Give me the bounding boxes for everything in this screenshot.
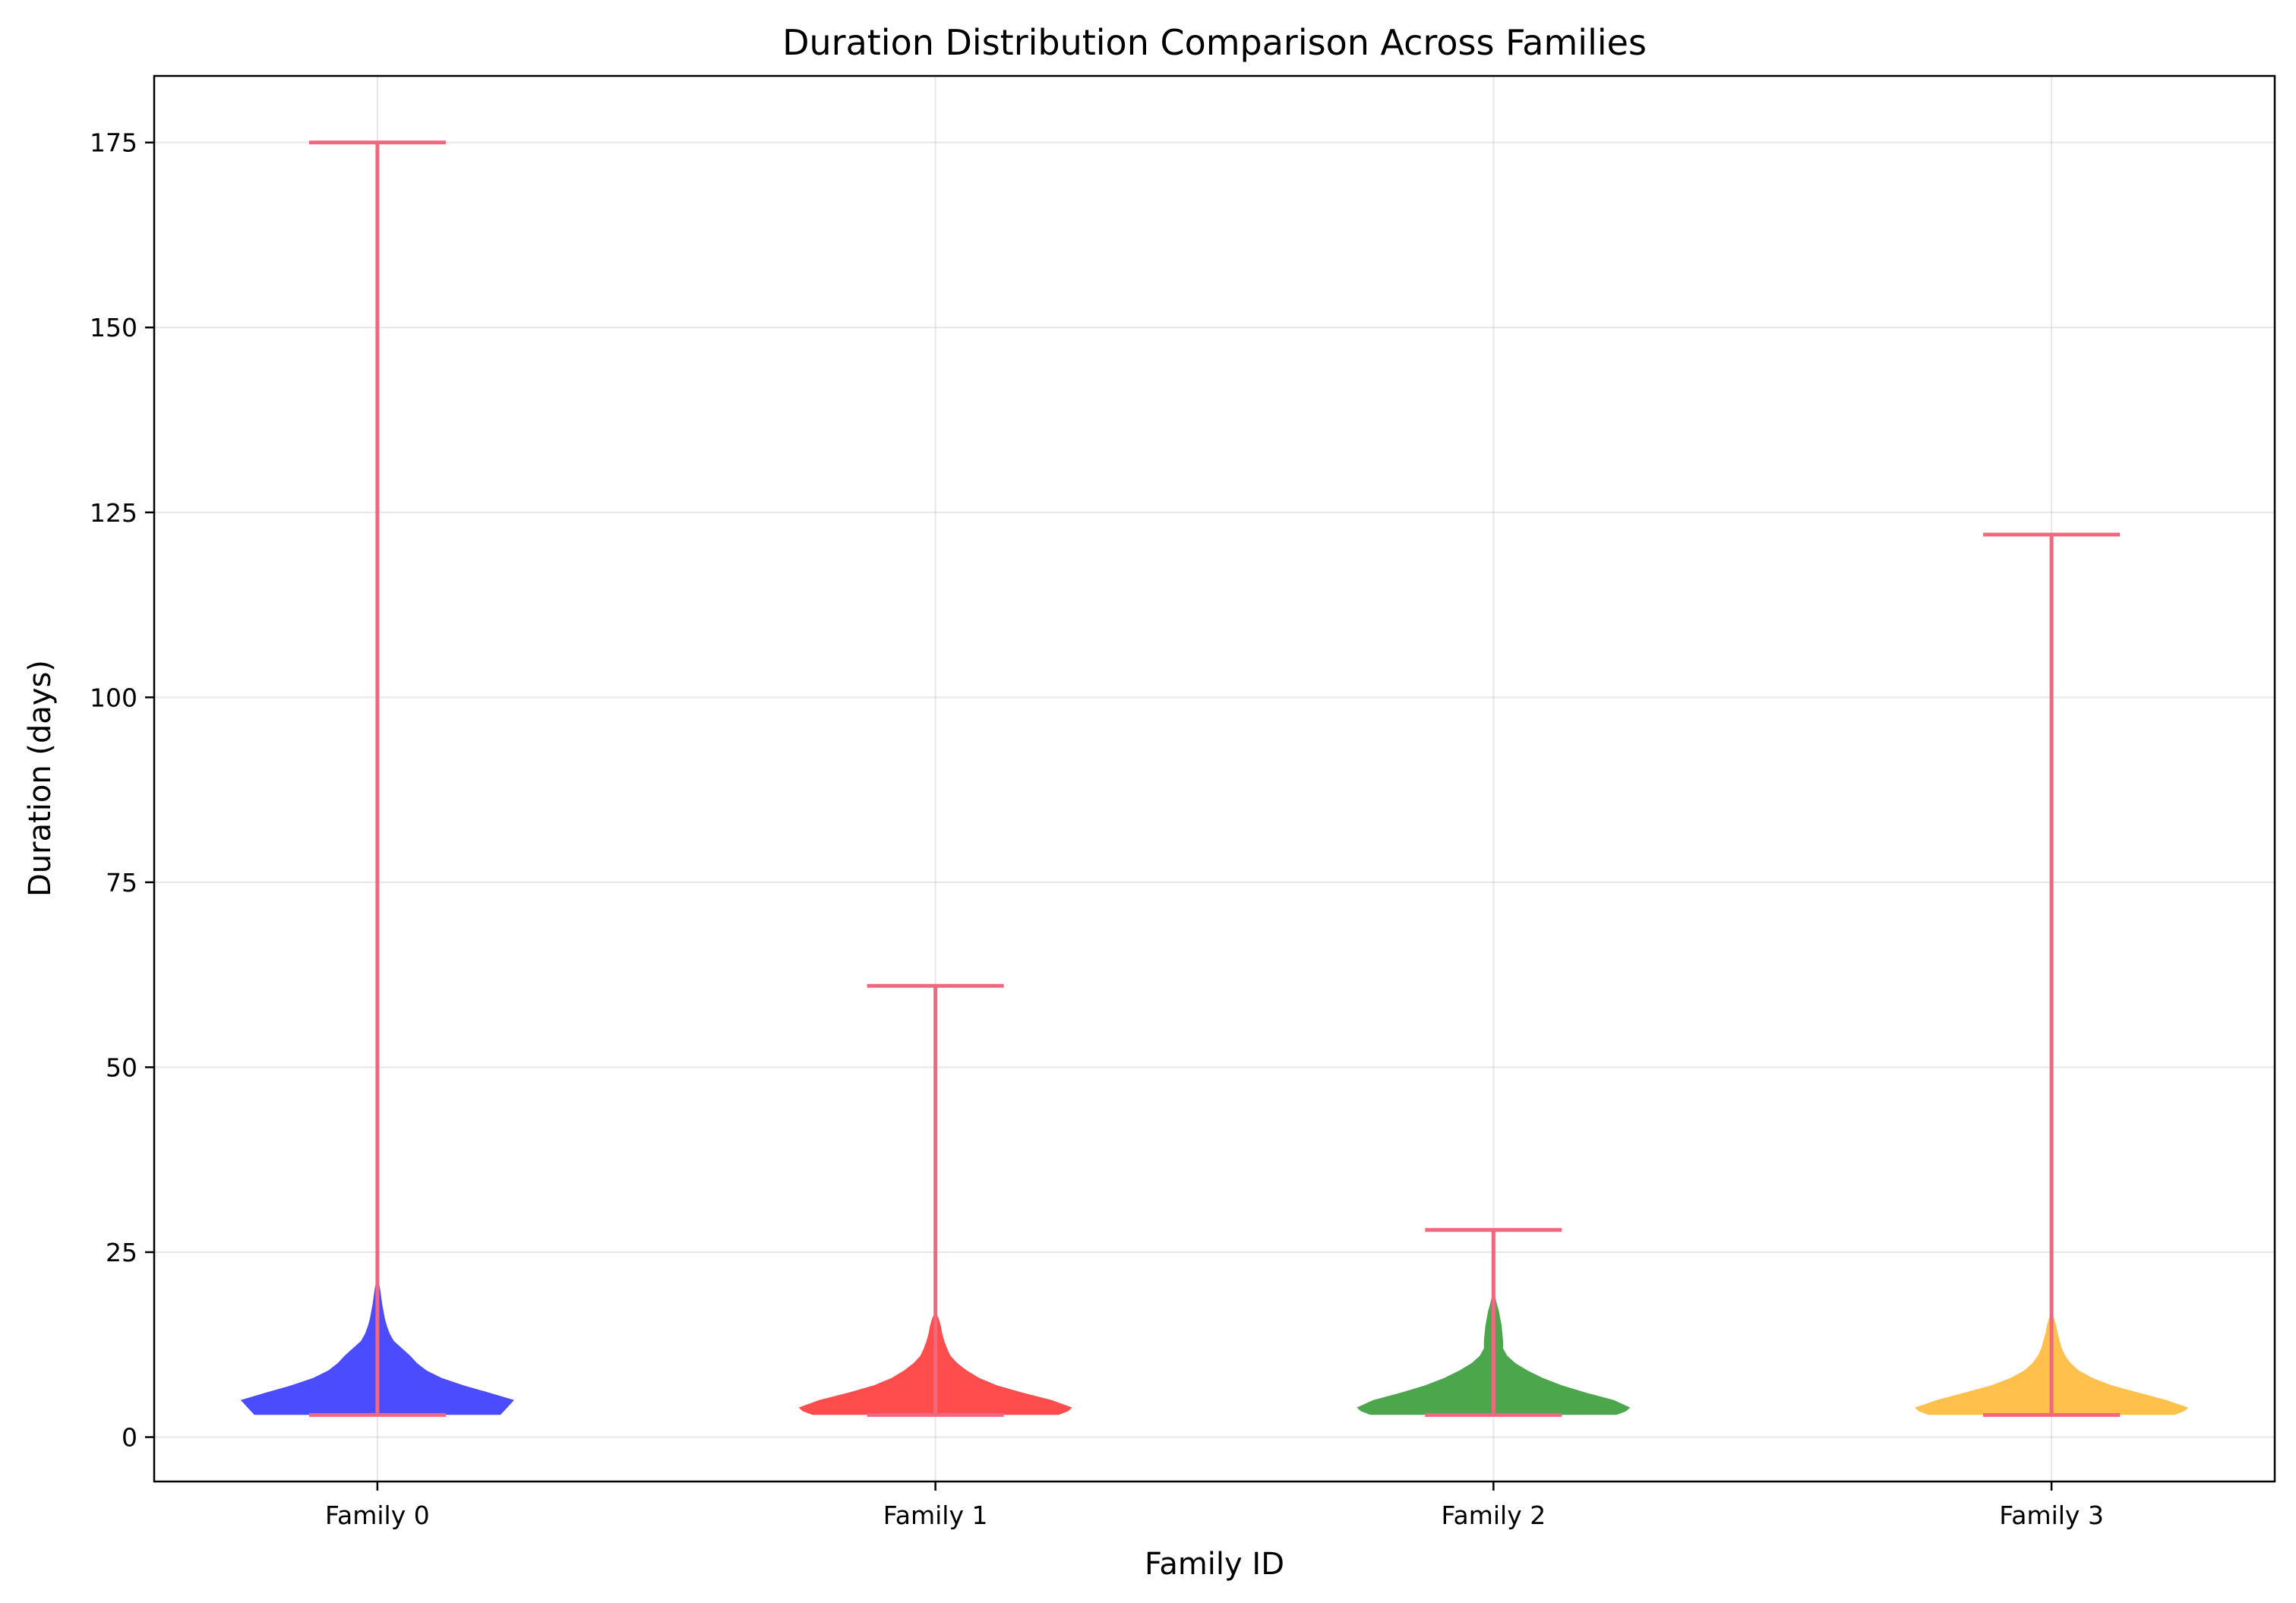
y-tick-label: 150 [90, 313, 137, 342]
y-tick-label: 0 [122, 1423, 137, 1453]
y-tick-label: 50 [106, 1052, 137, 1082]
extrema-lines [308, 140, 2121, 1417]
x-axis-label: Family ID [1145, 1547, 1284, 1582]
violin-bodies [240, 1274, 2189, 1415]
y-tick-label: 75 [106, 868, 137, 898]
y-tick-label: 100 [90, 683, 137, 712]
x-axis: Family 0 Family 1 Family 2 Family 3 [325, 1482, 2104, 1530]
x-tick-label: Family 0 [325, 1500, 430, 1530]
y-tick-label: 25 [106, 1238, 137, 1267]
y-tick-label: 175 [90, 128, 137, 158]
y-tick-label: 125 [90, 498, 137, 528]
plot-frame [153, 74, 2276, 1483]
y-axis-label: Duration (days) [23, 660, 58, 897]
x-tick-label: Family 2 [1442, 1500, 1546, 1530]
y-axis: 0 25 50 75 100 125 150 175 [90, 128, 154, 1453]
chart-title: Duration Distribution Comparison Across … [782, 22, 1647, 63]
grid [154, 76, 2275, 1482]
x-tick-label: Family 3 [1999, 1500, 2104, 1530]
x-tick-label: Family 1 [883, 1500, 988, 1530]
